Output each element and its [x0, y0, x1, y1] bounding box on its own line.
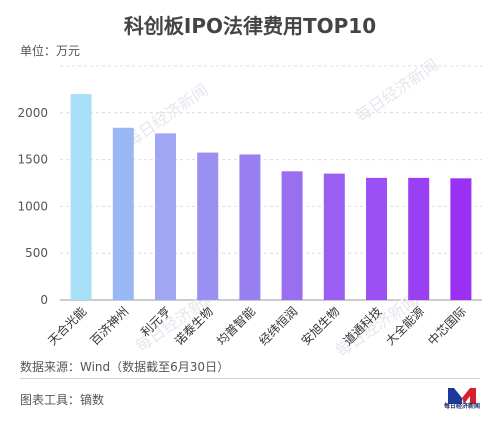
- newspaper-logo-icon: [448, 388, 476, 404]
- bar: [239, 154, 261, 300]
- y-tick-label: 1500: [17, 153, 48, 167]
- chart-title: 科创板IPO法律费用TOP10: [123, 14, 377, 38]
- x-tick-label: 百济神州: [87, 304, 132, 349]
- bar: [155, 133, 176, 300]
- newspaper-logo-text: 每日经济新闻: [443, 403, 480, 410]
- x-tick-label: 经纬恒润: [256, 304, 300, 348]
- bar: [112, 127, 134, 300]
- y-tick-label: 1000: [17, 199, 48, 213]
- tool-label: 图表工具：镝数: [20, 393, 105, 407]
- unit-label: 单位：万元: [20, 44, 81, 58]
- y-tick-label: 2000: [17, 106, 48, 120]
- bar: [281, 171, 303, 300]
- bar: [323, 173, 345, 300]
- x-tick-label: 中芯国际: [424, 304, 469, 349]
- bar: [450, 178, 472, 300]
- bar: [197, 152, 219, 300]
- x-tick-label: 安旭生物: [298, 304, 343, 349]
- y-tick-label: 500: [25, 246, 48, 260]
- bar: [70, 94, 92, 300]
- x-tick-label: 天合光能: [45, 304, 90, 349]
- footer-divider: [20, 378, 480, 379]
- bar: [408, 177, 430, 300]
- bar: [366, 177, 387, 300]
- y-tick-label: 0: [40, 293, 48, 307]
- x-tick-label: 均普智能: [213, 304, 258, 349]
- source-label: 数据来源：Wind（数据截至6月30日）: [20, 360, 230, 374]
